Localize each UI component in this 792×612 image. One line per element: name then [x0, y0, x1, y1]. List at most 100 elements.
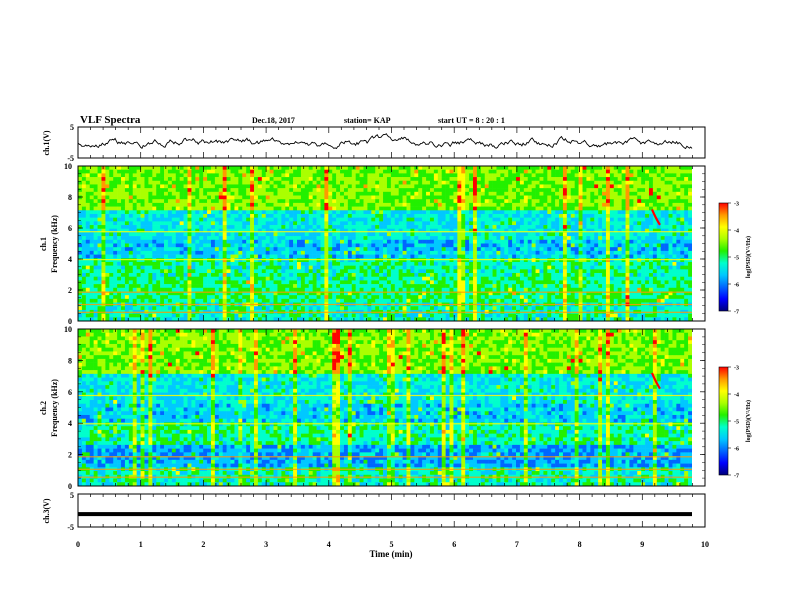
spectrogram-cell	[234, 221, 239, 226]
spectrogram-cell	[316, 250, 321, 255]
spectrogram-cell	[429, 195, 435, 200]
spectrogram-cell	[394, 213, 399, 218]
spectrogram-cell	[566, 250, 572, 255]
spectrogram-cell	[167, 254, 173, 259]
spectrogram-cell	[562, 258, 568, 263]
spectrogram-cell	[652, 191, 658, 196]
spectrogram-cell	[535, 217, 540, 222]
spectrogram-cell	[85, 247, 91, 252]
spectrogram-cell	[367, 261, 372, 266]
spectrogram-cell	[328, 191, 333, 196]
spectrogram-cell	[472, 228, 478, 233]
spectrogram-cell	[426, 206, 431, 211]
spectrogram-cell	[187, 188, 192, 193]
spectrogram-cell	[492, 191, 497, 196]
spectrogram-cell	[171, 232, 177, 237]
spectrogram-cell	[300, 206, 306, 211]
spectrogram-cell	[574, 258, 579, 263]
spectrogram-cell	[226, 265, 231, 270]
spectrogram-cell	[246, 195, 251, 200]
spectrogram-cell	[445, 258, 450, 263]
spectrogram-cell	[214, 213, 220, 218]
spectrogram-cell	[359, 217, 364, 222]
spectrogram-cell	[429, 199, 435, 204]
spectrogram-cell	[629, 258, 634, 263]
spectrogram-cell	[167, 180, 173, 185]
spectrogram-cell	[97, 265, 102, 270]
figure-title: VLF Spectra	[80, 114, 141, 126]
spectrogram-cell	[555, 184, 560, 189]
spectrogram-cell	[187, 199, 192, 204]
spectrogram-cell	[617, 188, 622, 193]
spectrogram-cell	[304, 254, 310, 259]
spectrogram-cell	[136, 228, 141, 233]
spectrogram-cell	[461, 243, 466, 248]
spectrogram-cell	[179, 250, 184, 255]
spectrogram-cell	[195, 166, 200, 170]
spectrogram-cell	[297, 236, 302, 241]
spectrogram-cell	[207, 213, 212, 218]
spectrogram-cell	[230, 206, 235, 211]
spectrogram-cell	[187, 261, 192, 266]
spectrogram-cell	[429, 217, 435, 222]
spectrogram-cell	[218, 206, 223, 211]
spectrogram-cell	[605, 221, 611, 226]
spectrogram-cell	[277, 191, 282, 196]
spectrogram-cell	[512, 232, 517, 237]
spectrogram-cell	[85, 280, 91, 285]
spectrogram-cell	[351, 206, 356, 211]
spectrogram-cell	[582, 191, 587, 196]
spectrogram-cell	[590, 213, 595, 218]
spectrogram-cell	[101, 180, 106, 185]
spectrogram-cell	[160, 261, 165, 266]
spectrogram-cell	[101, 265, 106, 270]
spectrogram-cell	[453, 236, 458, 241]
spectrogram-cell	[523, 213, 529, 218]
spectrogram-cell	[203, 265, 208, 270]
spectrogram-cell	[508, 273, 513, 278]
spectrogram-cell	[128, 188, 134, 193]
spectrogram-cell	[136, 173, 141, 178]
spectrogram-cell	[371, 199, 376, 204]
spectrogram-cell	[500, 180, 505, 185]
spectrogram-cell	[488, 250, 493, 255]
spectrogram-cell	[613, 199, 618, 204]
spectrogram-cell	[449, 254, 454, 259]
spectrogram-cell	[594, 195, 599, 200]
spectrogram-cell	[609, 228, 615, 233]
spectrogram-cell	[684, 210, 689, 215]
spectrogram-cell	[504, 239, 509, 244]
spectrogram-cell	[140, 206, 145, 211]
spectrogram-cell	[645, 243, 650, 248]
spectrogram-cell	[445, 265, 450, 270]
spectrogram-cell	[316, 166, 321, 170]
spectrogram-cell	[527, 265, 532, 270]
spectrogram-cell	[210, 247, 216, 252]
spectrogram-cell	[269, 269, 274, 274]
spectrogram-cell	[386, 180, 392, 185]
spectrogram-cell	[234, 232, 239, 237]
spectrogram-cell	[144, 250, 149, 255]
spectrogram-cell	[516, 273, 521, 278]
spectrogram-cell	[547, 169, 552, 174]
spectrogram-cell	[261, 210, 267, 215]
spectrogram-cell	[562, 243, 568, 248]
spectrogram-cell	[598, 225, 603, 230]
spectrogram-cell	[531, 173, 536, 178]
spectrogram-cell	[93, 273, 98, 278]
spectrogram-cell	[343, 191, 349, 196]
spectrogram-cell	[445, 243, 450, 248]
spectrogram-cell	[379, 188, 384, 193]
spectrogram-cell	[551, 202, 556, 207]
spectrogram-cell	[496, 213, 501, 218]
spectrogram-cell	[617, 265, 622, 270]
spectrogram-cell	[429, 236, 435, 241]
spectrogram-cell	[527, 276, 532, 281]
spectrogram-cell	[281, 202, 286, 207]
spectrogram-cell	[531, 261, 536, 266]
spectrogram-cell	[543, 169, 548, 174]
spectrogram-cell	[328, 221, 333, 226]
spectrogram-cell	[363, 273, 368, 278]
spectrogram-cell	[320, 210, 325, 215]
spectrogram-cell	[664, 276, 669, 281]
